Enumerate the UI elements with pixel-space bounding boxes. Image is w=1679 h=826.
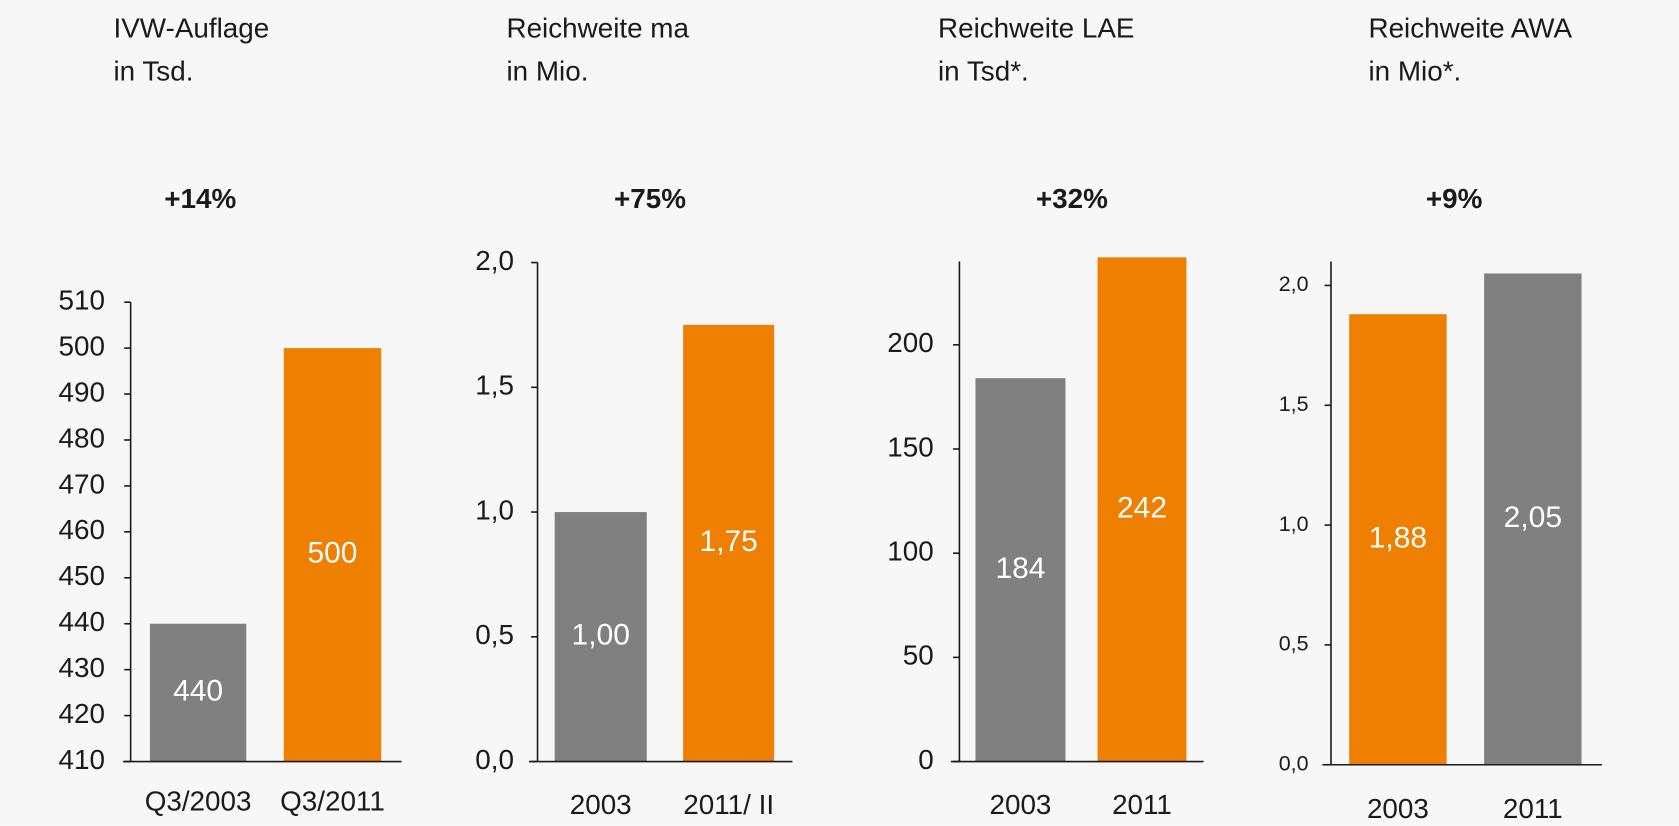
annotation: +75%: [614, 183, 686, 214]
y-tick-label: 2,0: [475, 245, 514, 276]
y-tick-label: 480: [58, 422, 104, 453]
x-tick-label: 2003: [990, 789, 1052, 820]
chart-title: Reichweite LAE: [938, 13, 1134, 44]
bar: [554, 512, 647, 762]
y-tick-label: 0,0: [1279, 751, 1309, 775]
y-tick-label: 490: [58, 376, 104, 407]
bar: [683, 324, 775, 762]
y-tick-label: 0,5: [1279, 632, 1309, 656]
y-tick-label: 430: [58, 652, 104, 683]
y-tick-label: 1,0: [1279, 512, 1309, 536]
y-tick-label: 1,0: [475, 494, 514, 525]
chart-subtitle: in Tsd.: [114, 55, 194, 86]
chart-title: IVW-Auflage: [114, 13, 270, 44]
bar: [149, 623, 247, 762]
bar: [975, 378, 1066, 762]
y-tick-label: 0: [918, 744, 933, 775]
y-tick-label: 100: [887, 536, 933, 567]
chart-subtitle: in Mio*.: [1368, 55, 1461, 86]
y-tick-label: 1,5: [475, 370, 514, 401]
x-tick-label: 2011: [1112, 789, 1172, 820]
chart-title: Reichweite ma: [506, 13, 689, 44]
bar: [283, 348, 382, 762]
y-tick-label: 2,0: [1279, 272, 1309, 296]
chart-subtitle: in Tsd*.: [938, 55, 1029, 86]
annotation: +32%: [1036, 183, 1108, 214]
y-tick-label: 470: [58, 468, 104, 499]
bar: [1349, 314, 1447, 765]
y-tick-label: 0,5: [475, 619, 514, 650]
value-label: 242: [1117, 491, 1167, 524]
y-tick-label: 1,5: [1279, 392, 1309, 416]
value-label: 440: [173, 675, 223, 708]
y-tick-label: 500: [58, 330, 104, 361]
annotation: +9%: [1426, 183, 1483, 214]
x-tick-label: 2003: [570, 789, 632, 820]
y-tick-label: 510: [58, 285, 104, 316]
annotation: +14%: [164, 183, 236, 214]
x-tick-label: 2011: [1503, 793, 1563, 824]
chart-subtitle: in Mio.: [506, 55, 588, 86]
y-tick-label: 440: [58, 606, 104, 637]
value-label: 1,00: [572, 619, 630, 652]
y-tick-label: 450: [58, 560, 104, 591]
x-tick-label: 2011/ II: [683, 789, 774, 820]
x-tick-label: Q3/2011: [280, 786, 385, 817]
value-label: 500: [307, 537, 357, 570]
value-label: 1,88: [1369, 521, 1427, 554]
bar: [1097, 257, 1187, 762]
y-tick-label: 420: [58, 698, 104, 729]
value-label: 1,75: [700, 525, 758, 558]
value-label: 2,05: [1504, 501, 1562, 534]
bar: [1484, 273, 1582, 765]
x-tick-label: Q3/2003: [145, 786, 252, 817]
y-tick-label: 150: [887, 431, 933, 462]
chart-title: Reichweite AWA: [1368, 13, 1572, 44]
y-tick-label: 50: [903, 640, 934, 671]
y-tick-label: 460: [58, 514, 104, 545]
y-tick-label: 0,0: [475, 744, 514, 775]
y-tick-label: 410: [58, 744, 104, 775]
value-label: 184: [995, 552, 1045, 585]
y-tick-label: 200: [887, 327, 933, 358]
x-tick-label: 2003: [1367, 793, 1429, 824]
